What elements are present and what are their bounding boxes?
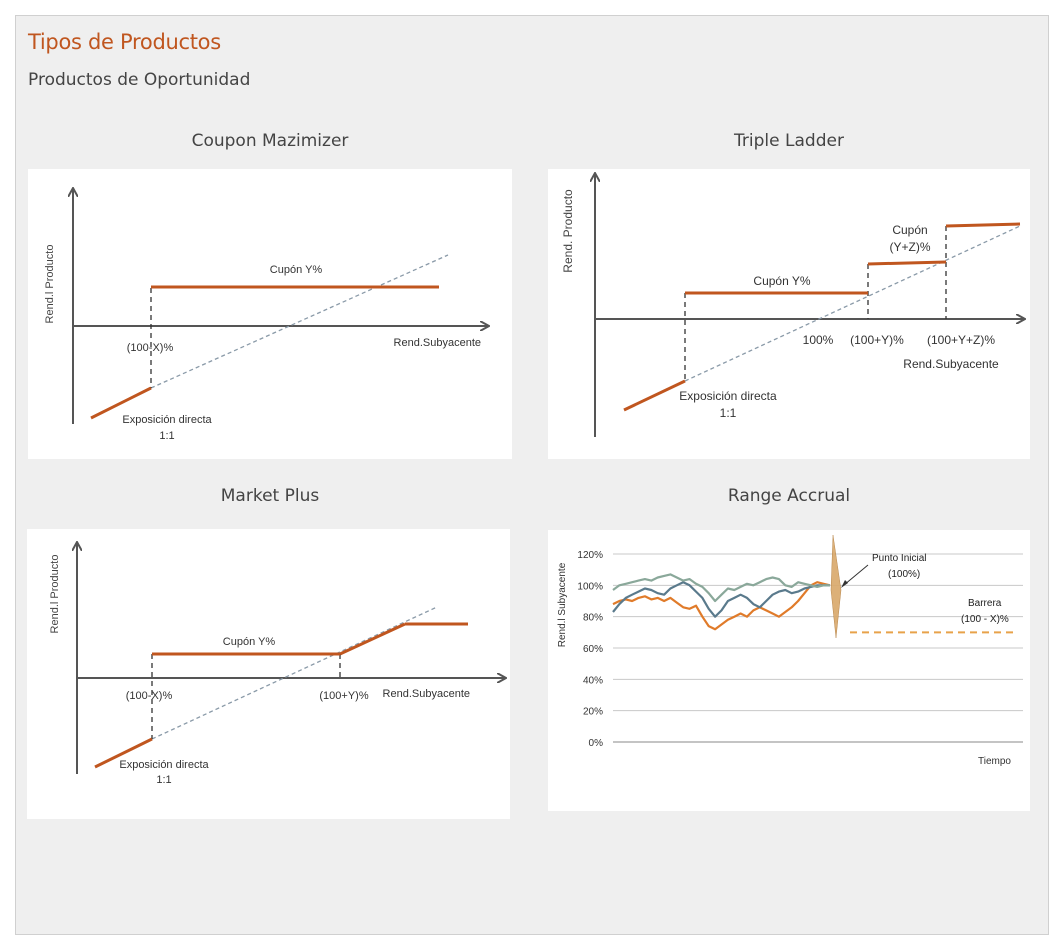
y-tick-label: 80% — [583, 613, 603, 624]
strike-label: (100-X)% — [127, 342, 174, 354]
y-tick-label: 60% — [583, 644, 603, 655]
market-plus-diagram: Rend.l Producto Cupón Y% (100-X)% (100+Y… — [27, 529, 510, 819]
coupon2-rate-label: (Y+Z)% — [889, 240, 930, 254]
page-title: Tipos de Productos — [28, 30, 221, 54]
exposure-label: Exposición directa — [122, 414, 212, 426]
exposure-line — [94, 737, 153, 769]
underlying-diagonal — [151, 606, 438, 740]
tick-100-plus-y: (100+Y)% — [850, 333, 904, 347]
range-accrual-chart: 0% 20% 40% 60% 80% 100% 120% Rend.l Subyacente… — [548, 530, 1030, 811]
underlying-diagonal — [684, 225, 1021, 382]
y-axis-label: Rend.l Subyacente — [557, 562, 568, 647]
triple-ladder-diagram: Rend. Producto Cupón Y% Cupón (Y+Z)% 100… — [548, 169, 1030, 459]
initial-point-label: Punto Inicial — [872, 553, 926, 564]
x-axis-label: Rend.Subyacente — [383, 688, 470, 700]
y-tick-label: 20% — [583, 707, 603, 718]
exposure-line — [90, 386, 152, 420]
coupon-panel-title: Coupon Mazimizer — [191, 131, 349, 151]
strike2-label: (100+Y)% — [319, 690, 368, 702]
x-axis-label: Tiempo — [978, 756, 1011, 767]
y-axis-label: Rend. Producto — [561, 189, 575, 273]
coupon-line-2 — [867, 260, 947, 266]
exposure-ratio-label: 1:1 — [159, 430, 174, 442]
initial-point-arrow — [843, 564, 869, 586]
exposure-line — [623, 379, 686, 412]
market-panel-title: Market Plus — [220, 486, 320, 506]
y-tick-label: 40% — [583, 675, 603, 686]
exposure-ratio-label: 1:1 — [720, 406, 737, 420]
tick-100-plus-y-z: (100+Y+Z)% — [927, 333, 995, 347]
barrier-label: Barrera — [968, 598, 1002, 609]
page-subtitle: Productos de Oportunidad — [28, 70, 251, 90]
coupon1-label: Cupón Y% — [753, 274, 810, 288]
y-tick-label: 0% — [589, 738, 604, 749]
initial-point-arrowhead — [841, 580, 848, 588]
underlying-diagonal — [150, 254, 449, 389]
x-axis-label: Rend.Subyacente — [394, 337, 481, 349]
strike1-label: (100-X)% — [126, 690, 173, 702]
barrier-value: (100 - X)% — [961, 614, 1009, 625]
coupon-label: Cupón Y% — [270, 264, 323, 276]
exposure-ratio-label: 1:1 — [156, 774, 171, 786]
range-panel-title: Range Accrual — [727, 486, 851, 506]
coupon-label: Cupón Y% — [223, 636, 276, 648]
series-line-2 — [612, 581, 830, 618]
initial-point-funnel — [830, 534, 842, 639]
y-axis-label: Rend.l Producto — [44, 245, 56, 324]
initial-point-value: (100%) — [888, 569, 920, 580]
coupon-line-3 — [945, 222, 1021, 228]
coupon-maximizer-diagram: Rend.l Producto Cupón Y% (100-X)% Rend.S… — [28, 169, 512, 459]
x-axis-label: Rend.Subyacente — [903, 357, 999, 371]
participation-line — [339, 622, 406, 656]
exposure-label: Exposición directa — [119, 759, 209, 771]
series-line-1 — [612, 581, 831, 631]
coupon2-label: Cupón — [892, 223, 927, 237]
exposure-label: Exposición directa — [679, 389, 777, 403]
y-axis-label: Rend.l Producto — [49, 555, 61, 634]
series-line-3 — [612, 573, 830, 603]
y-tick-label: 100% — [577, 581, 603, 592]
tick-100: 100% — [803, 333, 834, 347]
ladder-panel-title: Triple Ladder — [734, 131, 844, 151]
y-tick-label: 120% — [577, 550, 603, 561]
